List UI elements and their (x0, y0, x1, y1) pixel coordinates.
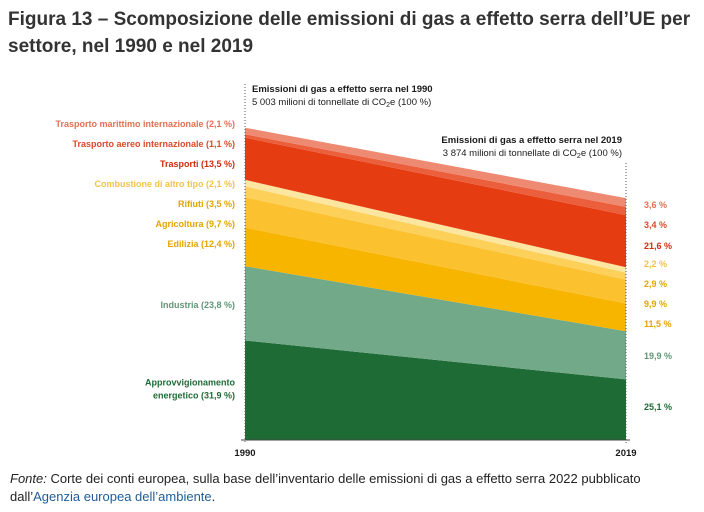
area-industria (245, 266, 626, 380)
area-trasporto-marittimo-internazionale (245, 127, 626, 207)
label-2019-trasporto-marittimo-internazionale: 3,6 % (644, 200, 667, 210)
label-2019-approvvigionamento-energetico: 25,1 % (644, 402, 672, 412)
annotation-1990-value: 5 003 milioni di tonnellate di CO2e (100… (252, 97, 431, 109)
x-tick-1990: 1990 (234, 448, 255, 459)
annotation-1990-title: Emissioni di gas a effetto serra nel 199… (252, 84, 433, 95)
series-labels-2019: 25,1 % 19,9 % 11,5 % 9,9 % 2,9 % 2,2 % 21,6 % 3… (644, 200, 672, 412)
label-1990-rifiuti: Rifiuti (3,5 %) (178, 199, 235, 209)
label-1990-trasporto-marittimo-internazionale: Trasporto marittimo internazionale (2,1 … (55, 119, 235, 129)
figure-title: Figura 13 – Scomposizione delle emission… (8, 9, 691, 57)
label-1990-edilizia: Edilizia (12,4 %) (167, 239, 235, 249)
label-1990-agricoltura: Agricoltura (9,7 %) (155, 219, 235, 229)
axis-lines (241, 84, 630, 444)
label-2019-edilizia: 11,5 % (644, 319, 672, 329)
area-trasporto-aereo-internazionale (245, 134, 626, 216)
label-1990-industria: Industria (23,8 %) (160, 300, 235, 310)
label-2019-trasporti: 21,6 % (644, 241, 672, 251)
stacked-area-chart: Approvvigionamento energetico (31,9 %) Ind… (55, 84, 672, 459)
area-layers (245, 127, 626, 440)
label-1990-approvvigionamento-energetico: Approvvigionamento energetico (31,9 %) (145, 378, 236, 401)
area-trasporti (245, 137, 626, 268)
source-end: . (211, 489, 216, 504)
area-combustione-di-altro-tipo (245, 179, 626, 273)
area-approvvigionamento-energetico (245, 340, 626, 440)
source-link[interactable]: Agenzia europea dell’ambiente (33, 489, 212, 504)
annotation-2019-title: Emissioni di gas a effetto serra nel 201… (441, 135, 622, 146)
source-label: Fonte: (10, 471, 47, 486)
label-2019-rifiuti: 2,9 % (644, 279, 667, 289)
label-1990-trasporto-aereo-internazionale: Trasporto aereo internazionale (1,1 %) (72, 139, 235, 149)
label-2019-trasporto-aereo-internazionale: 3,4 % (644, 220, 667, 230)
area-rifiuti (245, 186, 626, 280)
x-tick-2019: 2019 (615, 448, 636, 459)
annotation-2019-value: 3 874 milioni di tonnellate di CO2e (100… (443, 148, 622, 160)
label-2019-agricoltura: 9,9 % (644, 299, 667, 309)
area-agricoltura (245, 197, 626, 304)
series-labels-1990: Approvvigionamento energetico (31,9 %) Ind… (55, 119, 235, 401)
label-1990-combustione-di-altro-tipo: Combustione di altro tipo (2,1 %) (94, 179, 235, 189)
label-2019-industria: 19,9 % (644, 351, 672, 361)
area-edilizia (245, 227, 626, 332)
label-2019-combustione-di-altro-tipo: 2,2 % (644, 259, 667, 269)
label-1990-trasporti: Trasporti (13,5 %) (160, 159, 235, 169)
source-text: Corte dei conti europea, sulla base dell… (10, 471, 641, 504)
source-note: Fonte: Corte dei conti europea, sulla ba… (10, 470, 700, 506)
